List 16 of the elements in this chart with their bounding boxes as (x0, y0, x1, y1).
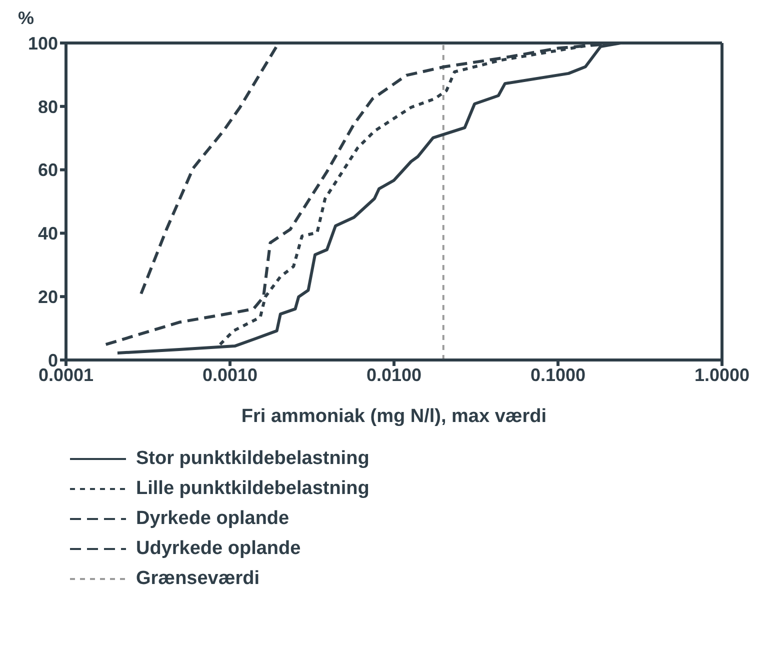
x-tick-label: 0.0010 (202, 364, 258, 385)
legend-label: Stor punktkildebelastning (136, 448, 370, 470)
y-tick-label: 20 (38, 286, 58, 307)
legend-label: Grænseværdi (136, 568, 260, 590)
x-tick-label: 0.0100 (366, 364, 422, 385)
legend-label: Udyrkede oplande (136, 538, 301, 560)
legend-label: Dyrkede oplande (136, 508, 290, 530)
legend-label: Lille punktkildebelastning (136, 478, 370, 500)
x-axis-title: Fri ammoniak (mg N/l), max værdi (241, 406, 547, 427)
y-tick-label: 40 (38, 224, 58, 244)
y-axis-title: % (18, 8, 36, 30)
y-tick-label: 60 (38, 160, 58, 180)
y-tick-label: 80 (38, 96, 58, 117)
x-tick-label: 1.0000 (694, 364, 750, 385)
y-tick-label: 100 (28, 33, 58, 54)
x-tick-label: 0.1000 (530, 364, 586, 385)
